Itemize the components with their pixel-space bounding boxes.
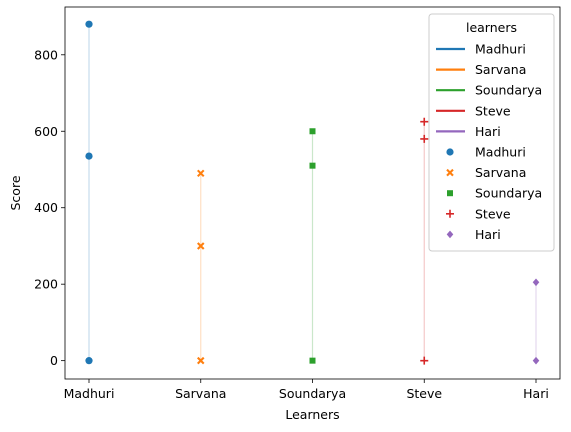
data-point-soundarya: [309, 162, 316, 169]
data-point-madhuri: [85, 357, 93, 365]
data-point-steve: [420, 134, 429, 143]
data-point-hari: [532, 278, 540, 287]
legend-marker-swatch: [446, 168, 454, 177]
y-axis-label: Score: [8, 175, 23, 210]
legend-marker-swatch: [446, 209, 454, 218]
legend-entry-label: Soundarya: [475, 83, 542, 98]
x-tick-label: Hari: [523, 386, 549, 401]
y-tick-label: 200: [34, 277, 58, 292]
data-point-sarvana: [197, 242, 205, 250]
legend: learners Madhuri Sarvana Soundarya Steve Hari…: [428, 13, 555, 252]
x-tick-label: Soundarya: [279, 386, 346, 401]
legend-marker-swatch: [446, 148, 454, 156]
x-axis-label: Learners: [285, 407, 339, 422]
data-point-steve: [420, 356, 429, 365]
data-point-madhuri: [85, 20, 93, 28]
axes: 0 200 400 600 800 Madhuri Sarvana Soundarya Stev…: [34, 6, 561, 401]
data-point-soundarya: [309, 128, 316, 135]
legend-entry-label: Sarvana: [475, 62, 526, 77]
y-tick-label: 0: [50, 353, 58, 368]
legend-entry-label: Hari: [475, 124, 501, 139]
data-point-soundarya: [309, 357, 316, 364]
legend-entry-label: Steve: [475, 103, 511, 118]
legend-entry-label: Steve: [475, 206, 511, 221]
y-tick-label: 600: [34, 124, 58, 139]
data-point-steve: [420, 117, 429, 126]
data-point-madhuri: [85, 152, 93, 160]
y-tick-label: 400: [34, 200, 58, 215]
x-tick-label: Sarvana: [175, 386, 226, 401]
legend-frame: [428, 13, 555, 252]
x-tick-label: Steve: [406, 386, 442, 401]
legend-entry-label: Madhuri: [475, 42, 526, 57]
y-tick-label: 800: [34, 47, 58, 62]
legend-marker-swatch: [447, 190, 453, 197]
x-tick-label: Madhuri: [64, 386, 115, 401]
legend-entry-label: Hari: [475, 227, 501, 242]
data-point-hari: [532, 356, 540, 365]
data-point-sarvana: [197, 356, 205, 365]
legend-marker-swatch: [446, 230, 454, 239]
data-point-sarvana: [197, 169, 205, 178]
plot-area: [85, 20, 540, 365]
legend-entry-label: Soundarya: [475, 186, 542, 201]
legend-entry-label: Sarvana: [475, 165, 526, 180]
legend-entry-label: Madhuri: [475, 145, 526, 160]
legend-title: learners: [466, 20, 517, 35]
